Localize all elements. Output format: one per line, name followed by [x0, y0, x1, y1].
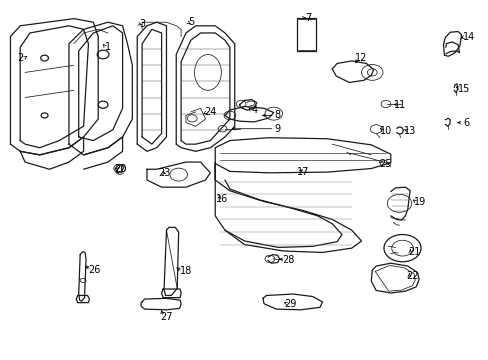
Text: 20: 20 [114, 164, 126, 174]
Text: 24: 24 [204, 107, 216, 117]
Text: 26: 26 [88, 265, 101, 275]
Text: 15: 15 [457, 84, 469, 94]
FancyBboxPatch shape [297, 18, 315, 51]
Text: 6: 6 [462, 118, 468, 128]
Text: 10: 10 [379, 126, 391, 135]
Text: 8: 8 [274, 111, 280, 121]
Text: 2: 2 [17, 53, 23, 63]
Text: 1: 1 [105, 42, 111, 52]
Text: 9: 9 [274, 124, 280, 134]
Text: 18: 18 [180, 266, 192, 276]
Text: 25: 25 [379, 159, 391, 169]
Text: 12: 12 [355, 53, 367, 63]
Text: 22: 22 [406, 271, 418, 281]
Text: 4: 4 [251, 105, 257, 115]
Text: 14: 14 [462, 32, 474, 41]
Text: 21: 21 [407, 247, 420, 257]
Text: 13: 13 [404, 126, 416, 135]
Text: 3: 3 [139, 19, 145, 29]
Text: 29: 29 [284, 299, 296, 309]
Text: 28: 28 [282, 255, 294, 265]
Text: 11: 11 [394, 100, 406, 110]
Text: 27: 27 [160, 312, 172, 322]
Text: 5: 5 [187, 17, 194, 27]
Text: 7: 7 [304, 13, 310, 23]
Text: 16: 16 [216, 194, 228, 204]
Text: 17: 17 [296, 167, 308, 177]
Text: 19: 19 [413, 197, 426, 207]
Text: 23: 23 [158, 168, 170, 178]
